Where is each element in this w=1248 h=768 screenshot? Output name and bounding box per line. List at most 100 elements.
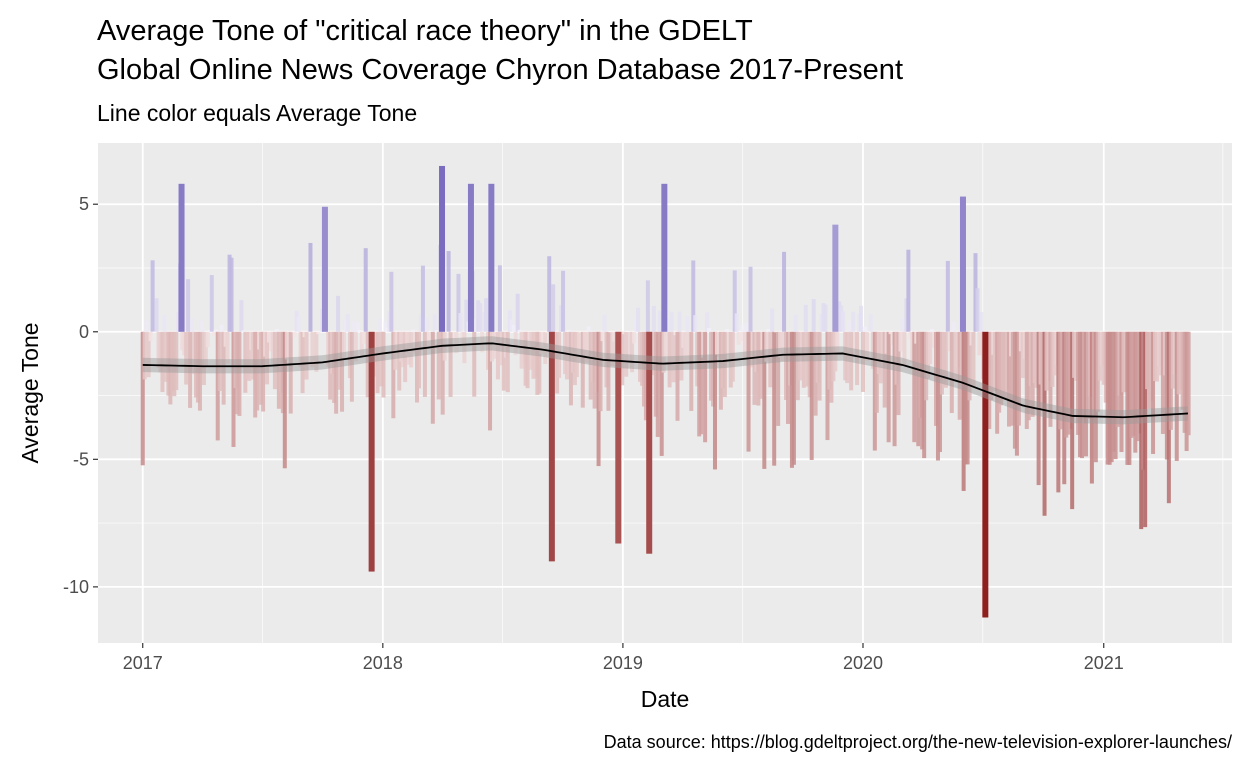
tone-bar — [900, 318, 905, 332]
tone-bar-extreme — [615, 331, 622, 544]
tone-bar — [229, 257, 234, 332]
tone-bar — [304, 331, 309, 380]
tone-bar — [282, 331, 287, 469]
tone-bar — [361, 331, 366, 345]
tone-bar — [864, 331, 869, 361]
y-tick-label: 0 — [79, 322, 89, 342]
tone-bar — [316, 331, 321, 335]
tone-bar — [472, 331, 477, 397]
tone-bar — [764, 331, 769, 362]
tone-bar — [219, 324, 224, 332]
tone-bar — [811, 299, 816, 332]
tone-bar — [495, 331, 500, 380]
tone-bar — [381, 331, 386, 398]
tone-bar — [440, 331, 445, 415]
tone-bar — [724, 328, 729, 332]
tone-bar — [188, 331, 193, 408]
tone-bar — [353, 331, 358, 362]
tone-bar — [231, 331, 236, 447]
tone-bar — [186, 279, 191, 332]
tone-bar-extreme — [661, 183, 668, 332]
tone-bar — [943, 331, 948, 388]
tone-bar — [809, 331, 814, 460]
tone-bar — [217, 331, 222, 391]
tone-bar — [205, 331, 210, 348]
tone-bar — [174, 331, 179, 391]
tone-bar — [375, 331, 380, 394]
tone-bar — [462, 331, 467, 364]
tone-bar — [655, 331, 660, 437]
tone-bar — [310, 331, 315, 368]
tone-bar — [537, 331, 542, 394]
tone-bar — [663, 331, 668, 357]
tone-bar — [659, 331, 664, 456]
tone-bar-extreme — [368, 331, 375, 572]
tone-bar — [677, 311, 682, 332]
tone-bar — [782, 251, 787, 332]
tone-bar — [758, 331, 763, 399]
tone-bar — [600, 331, 605, 342]
tone-bar — [630, 331, 635, 373]
tone-bar — [770, 308, 775, 332]
tone-bar — [566, 329, 571, 332]
tone-bar — [930, 328, 935, 332]
tone-bar — [734, 313, 739, 332]
tone-bar — [951, 321, 956, 332]
tone-bar — [803, 304, 808, 332]
tone-bar — [801, 331, 806, 388]
tone-bar — [849, 331, 854, 391]
tone-bar — [651, 305, 656, 332]
tone-bar — [430, 331, 435, 424]
tone-bar — [896, 331, 901, 416]
tone-bar — [505, 331, 510, 393]
tone-bar — [422, 331, 427, 397]
tone-bar — [598, 331, 603, 412]
tone-bar — [584, 331, 589, 363]
tone-bar — [693, 315, 698, 332]
tone-bar — [580, 331, 585, 408]
tone-bar — [835, 331, 840, 354]
tone-bar — [742, 331, 747, 360]
tone-bar — [859, 305, 864, 332]
tone-bar — [643, 331, 648, 421]
tone-bar — [345, 313, 350, 332]
chart-title-line-2: Global Online News Coverage Chyron Datab… — [97, 54, 903, 86]
tone-bar-extreme — [439, 165, 446, 332]
tone-bar — [213, 329, 218, 332]
tone-bar — [247, 331, 252, 381]
tone-bar — [142, 331, 147, 380]
tone-bar — [209, 275, 214, 332]
tone-bar — [705, 312, 710, 332]
tone-bar — [979, 311, 984, 332]
tone-bar — [340, 331, 345, 412]
tone-bar — [211, 331, 216, 337]
tone-bar — [971, 331, 976, 386]
chart-subtitle: Line color equals Average Tone — [97, 100, 417, 126]
tone-bar — [543, 331, 548, 364]
tone-bar — [203, 331, 208, 367]
tone-bar — [699, 331, 704, 435]
x-tick-label: 2018 — [363, 653, 403, 673]
tone-bar — [557, 331, 562, 378]
tone-bar — [434, 329, 439, 332]
tone-bar — [712, 331, 717, 470]
tone-bar — [551, 284, 556, 332]
tone-bar — [146, 331, 151, 378]
tone-bar — [762, 331, 767, 469]
tone-bar — [501, 331, 506, 391]
tone-bar — [160, 331, 165, 392]
tone-bar — [517, 329, 522, 332]
tone-bar-extreme — [548, 331, 555, 562]
tone-bar — [292, 331, 297, 338]
x-tick-label: 2017 — [123, 653, 163, 673]
smooth-trend — [142, 336, 1188, 425]
y-axis-ticks: 5 0 -5 -10 — [63, 194, 98, 597]
tone-bar — [140, 331, 145, 466]
tone-bar — [1007, 331, 1012, 427]
tone-bar — [391, 331, 396, 419]
tone-bar — [150, 260, 155, 332]
tone-bar — [610, 331, 615, 366]
y-tick-label: -5 — [73, 449, 89, 469]
tone-bar — [484, 298, 489, 332]
